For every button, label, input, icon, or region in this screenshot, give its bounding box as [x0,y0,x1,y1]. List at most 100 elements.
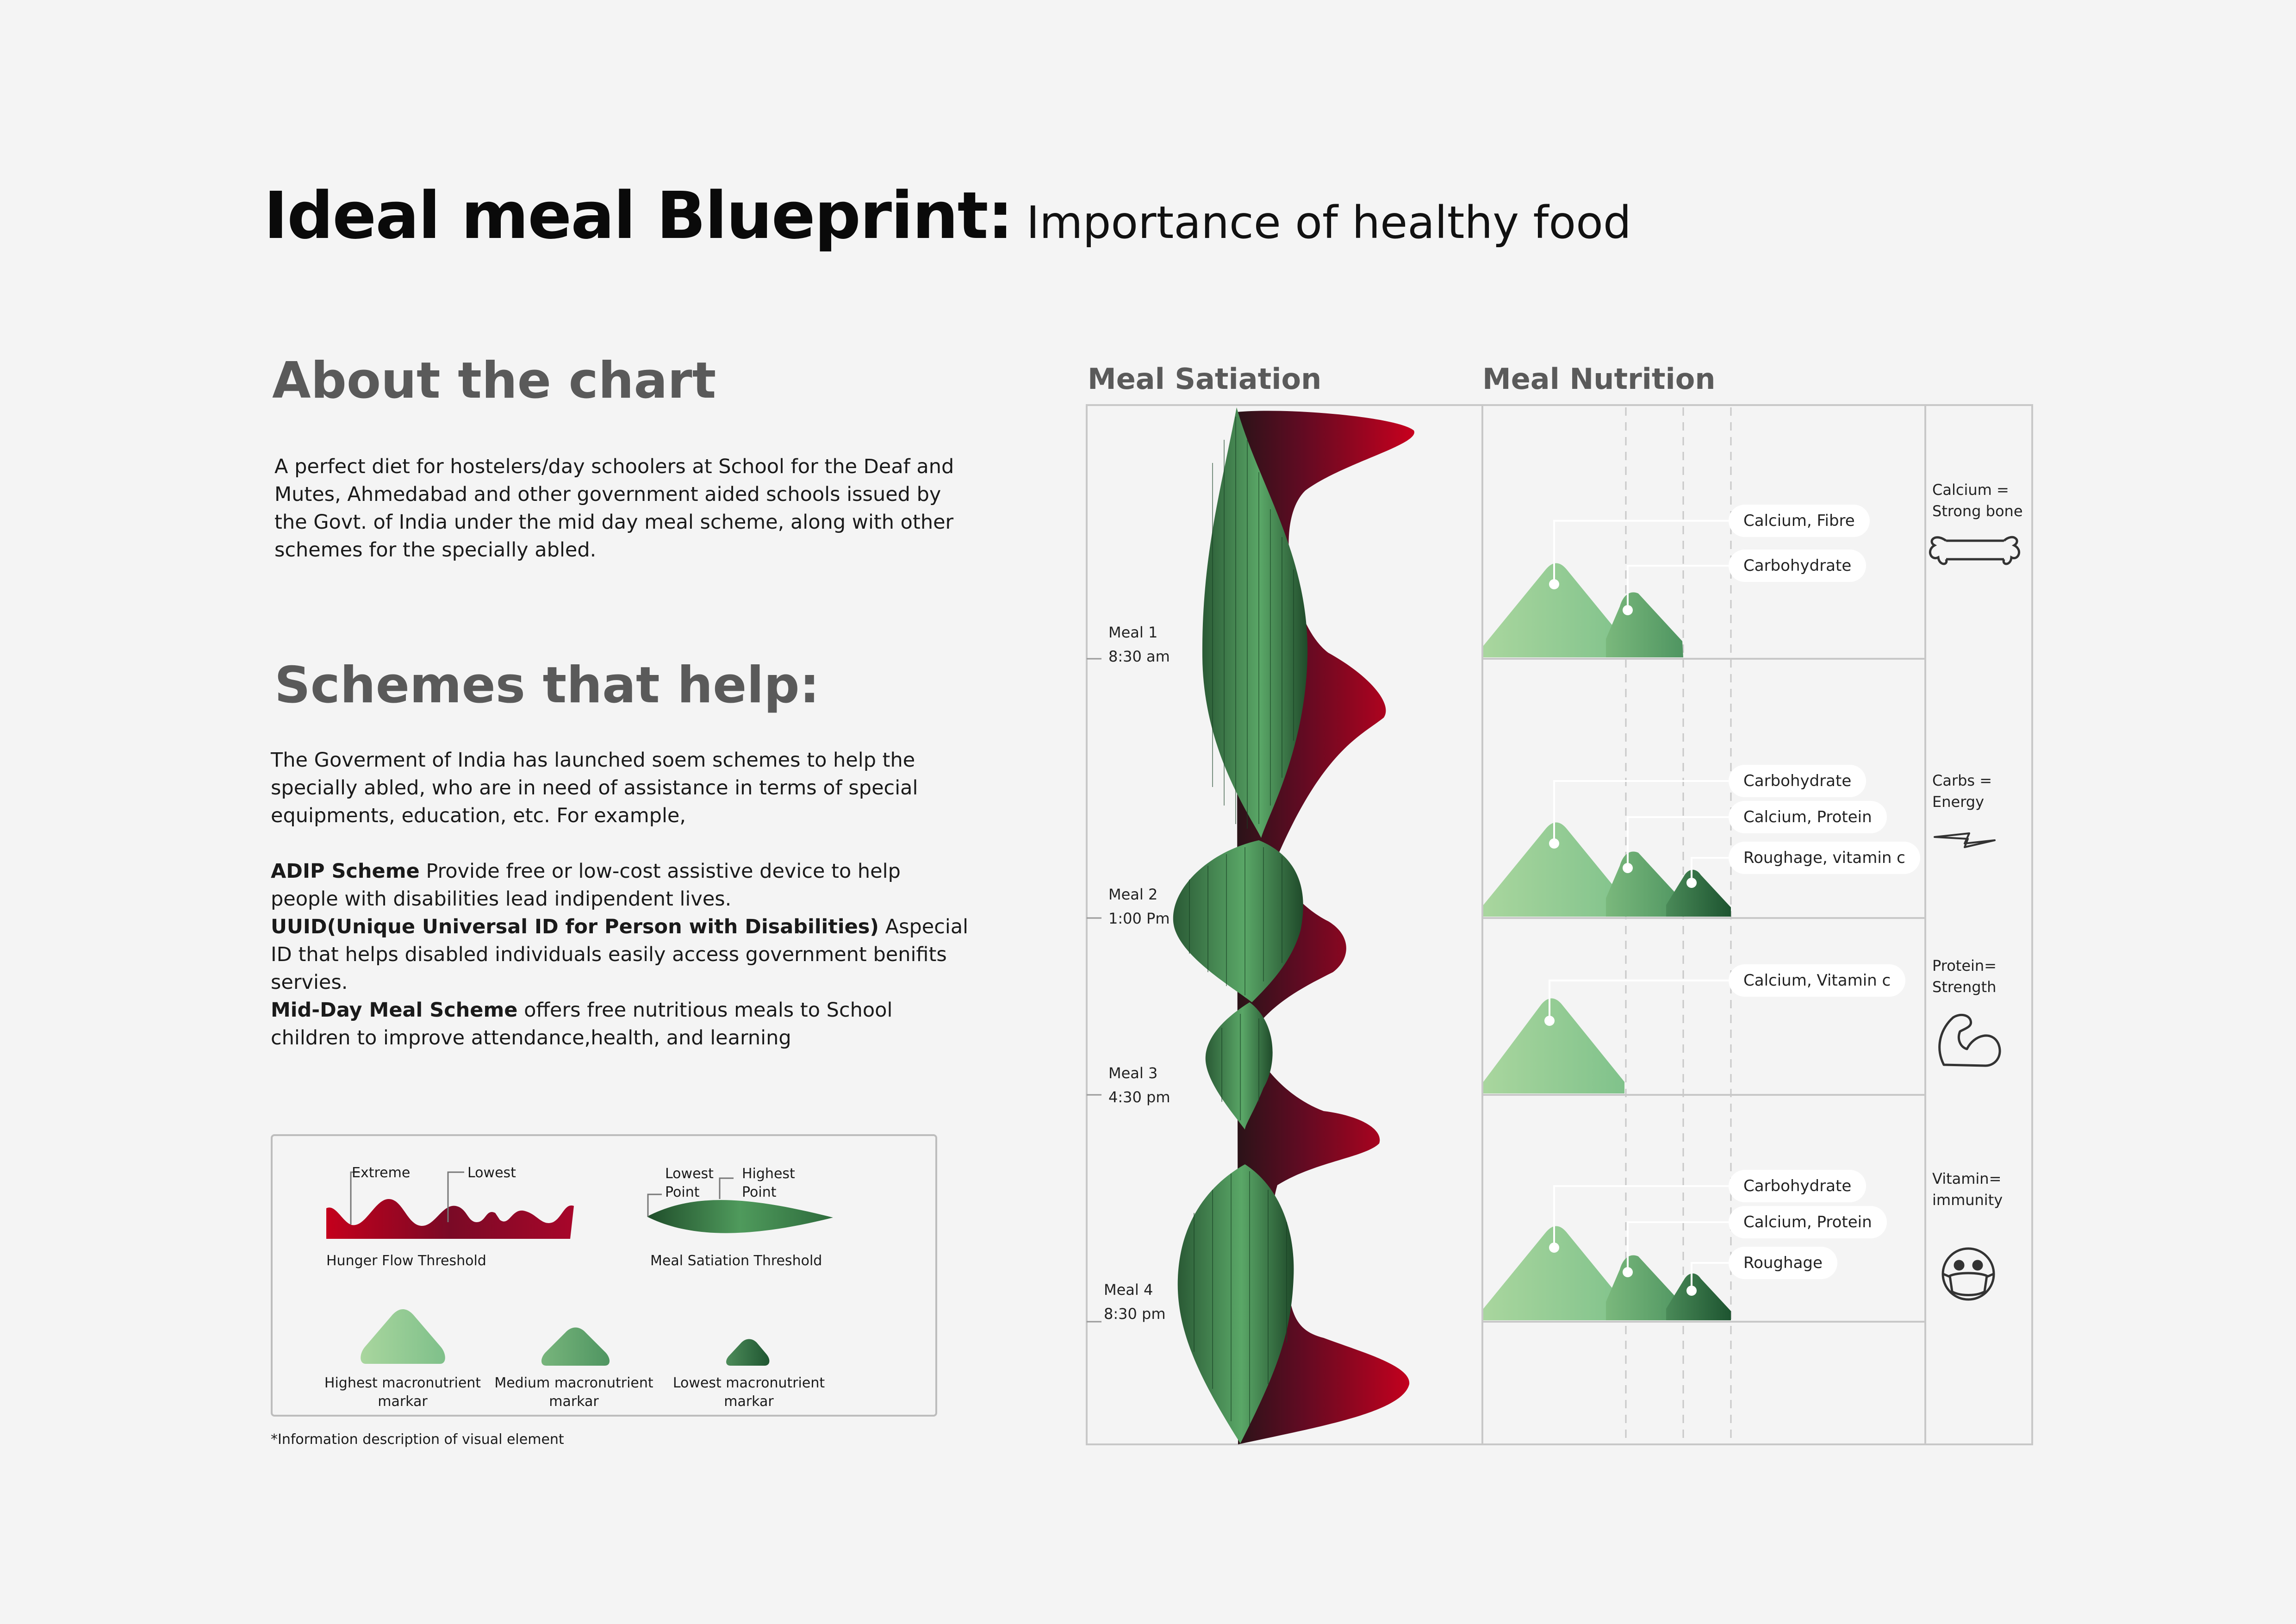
meal3-time: 4:30 pm [1108,1088,1170,1106]
highest-marker-sample [361,1309,445,1364]
benefit-protein: Protein= Strength [1932,955,1997,998]
connector-dots [1544,579,1697,1296]
meal2-marker-high [1483,822,1629,917]
legend-box [271,1134,937,1417]
meal3-nutrient-label: Calcium, Vitamin c [1729,964,1906,997]
meal3-label: Meal 3 4:30 pm [1108,1061,1170,1109]
legend-highest-point: Highest Point [742,1165,795,1202]
benefit-carbs-line1: Carbs = [1932,772,1992,789]
lowest-leader-line [447,1171,464,1222]
scheme-name: UUID(Unique Universal ID for Person with… [271,915,879,938]
satiation-leaf-meal4 [1177,1164,1294,1443]
benefit-protein-line1: Protein= [1932,957,1997,974]
title-main: Ideal meal Blueprint: [264,178,1014,254]
meal-row-dividers [1482,658,1925,1323]
nutrition-markers [1483,563,1731,1320]
meal4-label: Meal 4 8:30 pm [1104,1278,1166,1326]
legend-highest-point-line1: Highest [742,1166,795,1182]
satiation-caption: Meal Satiation Threshold [650,1253,822,1269]
meal1-nutrient-label: Calcium, Fibre [1729,505,1870,537]
marker-medium-line2: markar [549,1393,599,1410]
title-subtitle: Importance of healthy food [1026,197,1631,249]
lightning-icon [1934,832,1996,848]
lowest-point-leader [647,1193,662,1217]
masked-face-icon [1941,1247,1995,1301]
scheme-desc: Aspecial ID that helps disabled individu… [271,915,969,994]
hunger-flow-sample [326,1199,574,1239]
meal1-time: 8:30 am [1108,648,1170,665]
benefit-calcium-line1: Calcium = [1932,481,2009,499]
meal2-marker-low [1666,869,1731,917]
legend-lowest-point-line1: Lowest [665,1166,714,1182]
benefit-protein-line2: Strength [1932,978,1997,996]
meal2-time: 1:00 Pm [1108,910,1170,927]
meal2-nutrient-label: Carbohydrate [1729,765,1867,797]
satiation-leaves [1173,407,1308,1443]
satiation-leaf-meal1 [1202,407,1308,838]
satiation-leaf-meal2 [1173,840,1303,1002]
legend-marker-medium: Medium macronutrient markar [486,1374,662,1411]
scheme-name: Mid-Day Meal Scheme [271,999,518,1022]
meal1-name: Meal 1 [1108,624,1158,641]
meal4-time: 8:30 pm [1104,1305,1166,1323]
legend-marker-high: Highest macronutrient markar [315,1374,491,1411]
hunger-caption: Hunger Flow Threshold [326,1253,486,1269]
meal2-nutrient-label: Roughage, vitamin c [1729,842,1920,874]
extreme-leader-line [350,1171,360,1224]
legend-lowest: Lowest [467,1165,516,1181]
scheme-desc: Provide free or low-cost assistive devic… [271,860,901,911]
meal2-label: Meal 2 1:00 Pm [1108,882,1170,931]
lowest-marker-sample [726,1339,770,1366]
meal4-name: Meal 4 [1104,1281,1153,1299]
legend-extreme: Extreme [352,1165,411,1181]
meal4-nutrient-label: Calcium, Protein [1729,1206,1887,1238]
footnote: *Information description of visual eleme… [271,1431,564,1448]
legend-marker-low: Lowest macronutrient markar [661,1374,837,1411]
chart-frame [1086,404,2033,1445]
flexed-arm-icon [1938,1013,2001,1067]
meal1-marker-high [1483,563,1629,657]
schemes-heading: Schemes that help: [274,656,820,714]
legend-lowest-point: Lowest Point [665,1165,714,1202]
satiation-leaf-sample [647,1200,833,1233]
benefit-carbs-line2: Energy [1932,793,1985,811]
scheme-desc: offers free nutritious meals to School c… [271,999,893,1049]
meal3-name: Meal 3 [1108,1064,1158,1082]
meal4-marker-high [1483,1226,1629,1320]
marker-high-line1: Highest macronutrient [324,1375,481,1391]
meal4-marker-low [1666,1273,1731,1320]
meal-tick-marks [1087,658,1101,1323]
highest-point-leader [719,1177,734,1199]
leaf-vein-lines [1189,417,1294,1426]
marker-medium-line1: Medium macronutrient [494,1375,653,1391]
medium-marker-sample [541,1327,610,1366]
legend-highest-point-line2: Point [742,1184,777,1200]
schemes-text: The Goverment of India has launched soem… [271,746,974,1052]
nutrition-header: Meal Nutrition [1482,362,1716,396]
meal2-name: Meal 2 [1108,886,1158,903]
about-heading: About the chart [272,352,716,410]
meal1-label: Meal 1 8:30 am [1108,620,1170,668]
schemes-intro: The Goverment of India has launched soem… [271,749,918,827]
meal2-nutrient-label: Calcium, Protein [1729,801,1887,833]
marker-low-line1: Lowest macronutrient [672,1375,825,1391]
benefit-carbs: Carbs = Energy [1932,770,1992,812]
scheme-uuid: UUID(Unique Universal ID for Person with… [271,913,974,996]
benefit-vitamin: Vitamin= immunity [1932,1168,2003,1211]
satiation-header: Meal Satiation [1088,362,1322,396]
scheme-midday: Mid-Day Meal Scheme offers free nutritio… [271,996,974,1052]
benefit-vitamin-line2: immunity [1932,1191,2003,1209]
benefit-vitamin-line1: Vitamin= [1932,1170,2002,1187]
nutrition-connectors [1549,520,1731,1291]
scheme-adip: ADIP Scheme Provide free or low-cost ass… [271,857,974,913]
meal4-nutrient-label: Roughage [1729,1247,1837,1279]
marker-high-line2: markar [378,1393,428,1410]
meal3-marker-high [1483,998,1624,1093]
marker-low-line2: markar [724,1393,774,1410]
bone-icon [1929,536,2020,565]
benefit-calcium: Calcium = Strong bone [1932,479,2023,522]
page-title: Ideal meal Blueprint: Importance of healt… [264,178,1631,254]
legend-lowest-point-line2: Point [665,1184,700,1200]
